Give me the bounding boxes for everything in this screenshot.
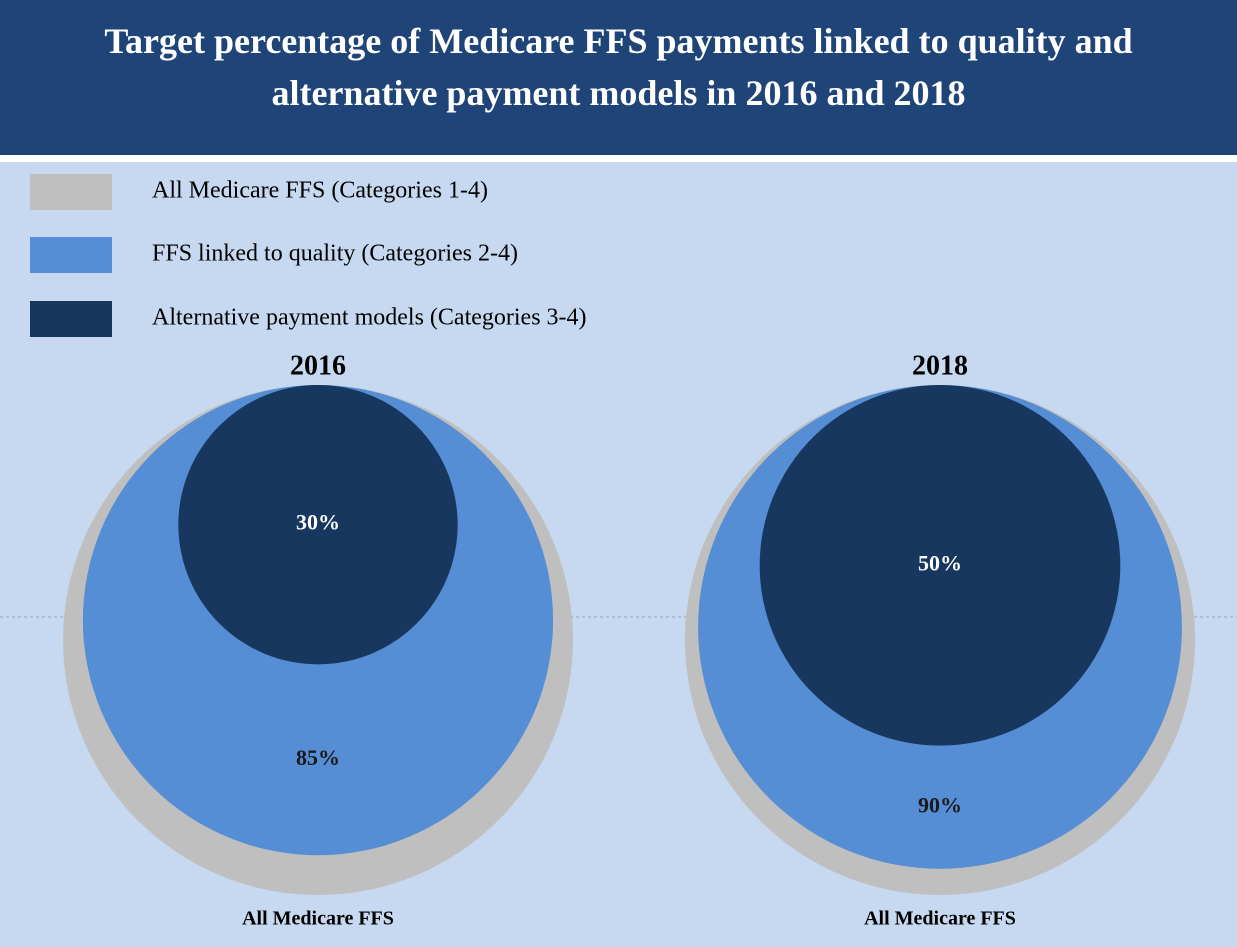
x-label: All Medicare FFS (864, 908, 1016, 930)
legend-label: All Medicare FFS (Categories 1-4) (152, 178, 488, 204)
legend-swatch (30, 174, 112, 210)
circle-mark (759, 385, 1121, 746)
chart-title: 2016 (290, 350, 346, 381)
legend-label: FFS linked to quality (Categories 2-4) (152, 241, 518, 267)
x-label: All Medicare FFS (242, 908, 394, 930)
chart-title: 2018 (912, 350, 968, 381)
header-rule (0, 155, 1237, 162)
legend-label: Alternative payment models (Categories 3… (152, 305, 587, 331)
title-box: Target percentage of Medicare FFS paymen… (104, 21, 1133, 113)
header-band (0, 0, 1237, 155)
value-label: 30% (296, 510, 340, 535)
value-label: 85% (296, 745, 340, 770)
chart-title: Target percentage of Medicare FFS paymen… (104, 21, 1133, 113)
value-label: 50% (918, 550, 962, 575)
circle-mark (178, 385, 458, 665)
charts: 2016 85% 30% All Medicare FFS 2018 90% 50% All … (63, 350, 1195, 930)
legend-swatch (30, 301, 112, 337)
legend-swatch (30, 237, 112, 273)
legend: All Medicare FFS (Categories 1-4) FFS lin… (30, 174, 587, 337)
value-label: 90% (918, 792, 962, 817)
